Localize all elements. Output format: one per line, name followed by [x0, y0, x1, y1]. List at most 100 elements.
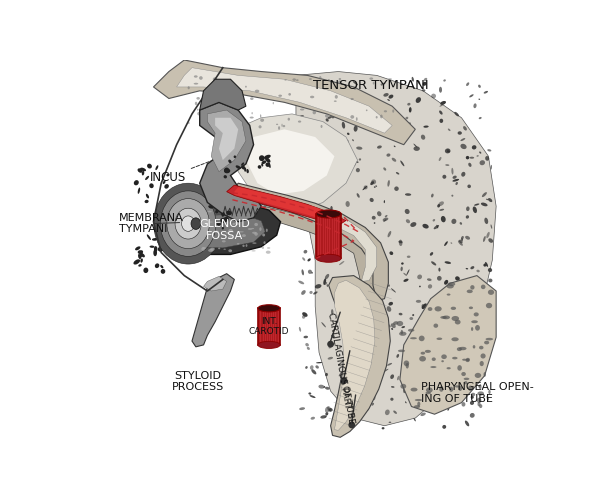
Ellipse shape	[342, 154, 346, 158]
Ellipse shape	[222, 240, 226, 242]
Ellipse shape	[383, 369, 388, 372]
Ellipse shape	[300, 108, 304, 110]
Ellipse shape	[478, 386, 481, 388]
Ellipse shape	[235, 214, 238, 215]
Ellipse shape	[466, 358, 470, 362]
Ellipse shape	[455, 376, 457, 378]
Ellipse shape	[442, 316, 450, 320]
Ellipse shape	[406, 219, 410, 223]
Ellipse shape	[242, 234, 246, 237]
Polygon shape	[203, 276, 227, 291]
Ellipse shape	[414, 405, 420, 408]
Ellipse shape	[486, 198, 488, 200]
Ellipse shape	[325, 406, 329, 413]
Ellipse shape	[138, 250, 142, 254]
Ellipse shape	[466, 215, 469, 218]
Ellipse shape	[300, 214, 305, 218]
Ellipse shape	[320, 415, 326, 418]
Ellipse shape	[226, 232, 229, 234]
Ellipse shape	[391, 386, 395, 388]
Ellipse shape	[334, 100, 337, 102]
Ellipse shape	[400, 266, 403, 271]
Ellipse shape	[466, 358, 470, 361]
Ellipse shape	[484, 340, 489, 344]
Ellipse shape	[384, 200, 385, 203]
Ellipse shape	[449, 386, 453, 392]
Ellipse shape	[320, 94, 324, 96]
Ellipse shape	[471, 392, 475, 396]
Ellipse shape	[143, 268, 148, 273]
Ellipse shape	[340, 254, 341, 255]
Ellipse shape	[474, 204, 479, 206]
Ellipse shape	[399, 240, 403, 246]
Ellipse shape	[301, 270, 304, 276]
Ellipse shape	[199, 76, 203, 80]
Ellipse shape	[406, 122, 411, 126]
Ellipse shape	[142, 171, 144, 175]
Ellipse shape	[461, 316, 466, 318]
Ellipse shape	[424, 351, 430, 354]
Ellipse shape	[463, 325, 466, 327]
Ellipse shape	[373, 395, 376, 400]
Ellipse shape	[431, 358, 436, 361]
Ellipse shape	[477, 398, 481, 403]
Ellipse shape	[140, 168, 146, 172]
Ellipse shape	[474, 342, 478, 348]
Ellipse shape	[440, 101, 446, 105]
Ellipse shape	[465, 420, 469, 426]
Ellipse shape	[239, 231, 244, 232]
Ellipse shape	[325, 373, 328, 376]
Ellipse shape	[447, 151, 450, 152]
Polygon shape	[200, 79, 246, 110]
Ellipse shape	[313, 110, 316, 114]
Ellipse shape	[229, 250, 232, 252]
Ellipse shape	[248, 228, 252, 230]
Ellipse shape	[475, 357, 479, 360]
Ellipse shape	[328, 176, 332, 181]
Ellipse shape	[160, 265, 163, 268]
Ellipse shape	[311, 369, 316, 374]
Ellipse shape	[347, 378, 352, 382]
Ellipse shape	[255, 90, 259, 92]
Ellipse shape	[436, 324, 442, 328]
Ellipse shape	[470, 285, 475, 290]
Ellipse shape	[328, 116, 332, 119]
Ellipse shape	[356, 228, 361, 232]
Ellipse shape	[299, 408, 305, 410]
Ellipse shape	[428, 284, 432, 288]
Ellipse shape	[347, 88, 349, 90]
Ellipse shape	[442, 425, 446, 429]
Ellipse shape	[371, 180, 376, 184]
Ellipse shape	[352, 139, 354, 141]
Ellipse shape	[308, 270, 312, 274]
Ellipse shape	[428, 307, 433, 311]
Ellipse shape	[449, 336, 451, 339]
Ellipse shape	[422, 304, 424, 308]
Ellipse shape	[456, 331, 461, 336]
Ellipse shape	[346, 201, 350, 207]
Ellipse shape	[262, 234, 265, 236]
Ellipse shape	[333, 257, 337, 260]
Ellipse shape	[467, 184, 471, 188]
Ellipse shape	[325, 156, 331, 159]
Ellipse shape	[407, 256, 410, 258]
Ellipse shape	[296, 79, 299, 81]
Ellipse shape	[403, 278, 409, 282]
Ellipse shape	[491, 224, 492, 229]
Ellipse shape	[443, 403, 446, 409]
Ellipse shape	[298, 115, 304, 118]
Ellipse shape	[487, 396, 489, 400]
Ellipse shape	[425, 350, 431, 353]
Polygon shape	[176, 204, 281, 254]
Ellipse shape	[208, 211, 212, 212]
Ellipse shape	[462, 358, 467, 361]
Ellipse shape	[421, 324, 425, 328]
Ellipse shape	[344, 377, 350, 382]
Ellipse shape	[154, 246, 157, 252]
Ellipse shape	[485, 262, 488, 267]
Text: OF TUBE: OF TUBE	[340, 385, 356, 424]
Ellipse shape	[418, 80, 420, 84]
Polygon shape	[329, 276, 390, 438]
Ellipse shape	[439, 118, 443, 123]
Ellipse shape	[267, 247, 270, 249]
